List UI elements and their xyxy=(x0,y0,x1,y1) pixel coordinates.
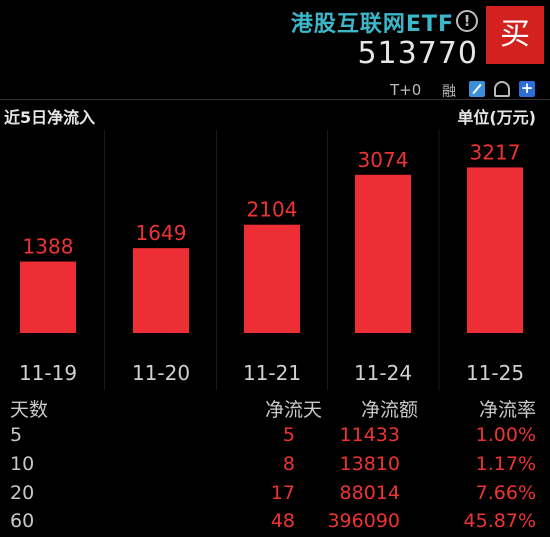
bar-11-21 xyxy=(244,224,300,333)
row-net-rate: 1.00% xyxy=(475,424,536,446)
table-row: 60 48 396090 45.87% xyxy=(0,510,550,537)
x-tick-label: 11-20 xyxy=(132,361,190,385)
table-row: 5 5 11433 1.00% xyxy=(0,424,550,458)
plus-icon[interactable]: + xyxy=(519,79,535,97)
header-net-days: 净流天 xyxy=(264,399,322,421)
row-days: 10 xyxy=(10,453,35,475)
data-label: 1649 xyxy=(136,221,187,245)
tplus-label: T+0 xyxy=(390,81,422,99)
header-days: 天数 xyxy=(10,399,49,421)
edit-icon[interactable] xyxy=(469,81,485,97)
etf-code: 513770 xyxy=(357,36,478,71)
header-net-amount: 净流额 xyxy=(360,399,418,421)
bar-11-19 xyxy=(20,261,76,333)
bar-11-24 xyxy=(355,174,411,333)
info-icon[interactable]: ! xyxy=(456,10,478,32)
buy-button[interactable]: 买 xyxy=(486,6,544,64)
flow-stats-table: 天数 净流天 净流额 净流率 5 5 11433 1.00% 10 8 1381… xyxy=(0,395,550,537)
header-net-rate: 净流率 xyxy=(478,399,536,421)
net-inflow-chart: 1388 11-19 1649 11-20 2104 11-21 3074 11-24 3217… xyxy=(19,130,524,390)
row-net-rate: 45.87% xyxy=(463,510,536,532)
row-net-amount: 396090 xyxy=(327,510,400,532)
table-header-row: 天数 净流天 净流额 净流率 xyxy=(0,395,550,429)
x-tick-label: 11-25 xyxy=(466,361,524,385)
bar-11-25 xyxy=(467,167,523,333)
table-row: 20 17 88014 7.66% xyxy=(0,482,550,516)
data-label: 2104 xyxy=(247,198,298,222)
row-days: 5 xyxy=(10,424,23,446)
x-tick-label: 11-24 xyxy=(354,361,412,385)
table-row: 10 8 13810 1.17% xyxy=(0,453,550,487)
unit-label: 单位(万元) xyxy=(457,108,536,127)
row-days: 60 xyxy=(10,510,35,532)
row-net-days: 48 xyxy=(270,510,295,532)
bar-11-20 xyxy=(133,248,189,333)
margin-label: 融 xyxy=(442,84,456,100)
row-net-days: 17 xyxy=(270,482,295,504)
etf-name: 港股互联网ETF xyxy=(290,12,454,37)
chart-title: 近5日净流入 xyxy=(4,108,96,127)
data-label: 3217 xyxy=(470,140,521,164)
row-net-days: 8 xyxy=(282,453,295,475)
net-inflow-chart-panel: 1388 11-19 1649 11-20 2104 11-21 3074 11-24 3217… xyxy=(0,99,550,390)
row-net-amount: 88014 xyxy=(339,482,400,504)
row-net-rate: 7.66% xyxy=(475,482,536,504)
bell-icon[interactable] xyxy=(494,81,510,97)
data-label: 3074 xyxy=(358,148,409,172)
row-net-rate: 1.17% xyxy=(475,453,536,475)
etf-header: 港股互联网ETF ! 513770 买 T+0 融 + xyxy=(0,0,550,104)
data-label: 1388 xyxy=(23,235,74,259)
row-net-amount: 11433 xyxy=(339,424,400,446)
row-net-days: 5 xyxy=(282,424,295,446)
row-net-amount: 13810 xyxy=(339,453,400,475)
x-tick-label: 11-19 xyxy=(19,361,77,385)
x-tick-label: 11-21 xyxy=(243,361,301,385)
row-days: 20 xyxy=(10,482,35,504)
